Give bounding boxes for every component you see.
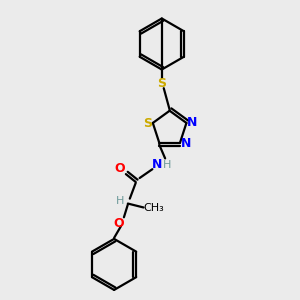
- Text: N: N: [187, 116, 197, 129]
- Text: N: N: [181, 137, 191, 150]
- Text: O: O: [115, 162, 125, 175]
- Text: CH₃: CH₃: [143, 203, 164, 214]
- Text: N: N: [152, 158, 163, 171]
- Text: H: H: [163, 160, 171, 170]
- Text: S: S: [143, 117, 152, 130]
- Text: H: H: [116, 196, 124, 206]
- Text: S: S: [157, 77, 166, 90]
- Text: O: O: [114, 217, 124, 230]
